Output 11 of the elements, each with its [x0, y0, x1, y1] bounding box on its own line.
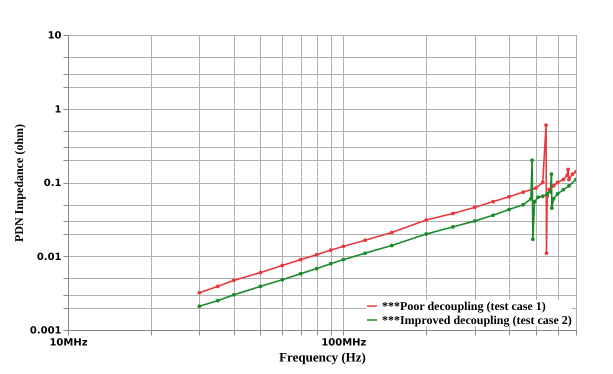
y-tick-label: 0.1 — [44, 178, 62, 189]
x-tick-label: 100MHz — [321, 338, 367, 348]
legend-label: ***Poor decoupling (test case 1) — [382, 299, 546, 313]
y-tick-label: 0.001 — [30, 326, 62, 336]
y-tick-label: 0.01 — [36, 252, 62, 263]
y-tick-label: 1 — [54, 104, 62, 116]
y-tick-label: 10 — [48, 30, 62, 42]
x-axis-title: Frequency (Hz) — [279, 350, 366, 364]
x-tick-label: 10MHz — [49, 338, 88, 348]
y-axis-title: PDN Impedance (ohm) — [12, 124, 26, 242]
legend-label: ***Improved decoupling (test case 2) — [382, 313, 572, 327]
